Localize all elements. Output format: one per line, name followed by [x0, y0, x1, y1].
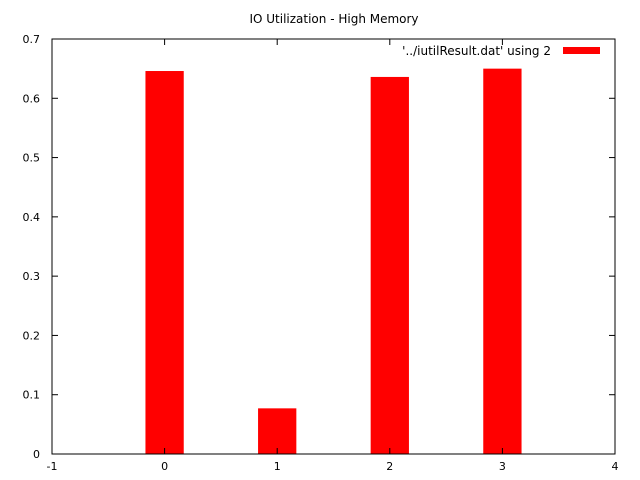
x-tick-label: -1 — [47, 460, 58, 473]
y-tick-label: 0.4 — [23, 211, 41, 224]
y-tick-label: 0 — [33, 448, 40, 461]
x-tick-label: 0 — [161, 460, 168, 473]
x-tick-label: 1 — [274, 460, 281, 473]
bar — [258, 408, 297, 454]
y-tick-label: 0.2 — [23, 329, 41, 342]
legend-swatch — [563, 47, 600, 54]
y-tick-label: 0.5 — [23, 152, 41, 165]
legend-label: '../iutilResult.dat' using 2 — [402, 44, 551, 58]
x-tick-label: 4 — [612, 460, 619, 473]
x-tick-label: 3 — [499, 460, 506, 473]
y-axis: 0 0.1 0.2 0.3 0.4 0.5 0.6 0.7 — [23, 33, 615, 461]
y-tick-label: 0.7 — [23, 33, 41, 46]
bar — [483, 68, 522, 455]
bar — [370, 76, 409, 454]
y-tick-label: 0.3 — [23, 270, 41, 283]
bars-group — [145, 68, 522, 455]
y-tick-label: 0.6 — [23, 92, 41, 105]
x-axis: -1 0 1 2 3 4 — [47, 39, 619, 473]
chart-title: IO Utilization - High Memory — [249, 12, 418, 26]
plot-frame — [51, 38, 616, 455]
bar — [145, 71, 184, 454]
y-tick-label: 0.1 — [23, 389, 41, 402]
x-tick-label: 2 — [386, 460, 393, 473]
legend: '../iutilResult.dat' using 2 — [402, 44, 600, 58]
